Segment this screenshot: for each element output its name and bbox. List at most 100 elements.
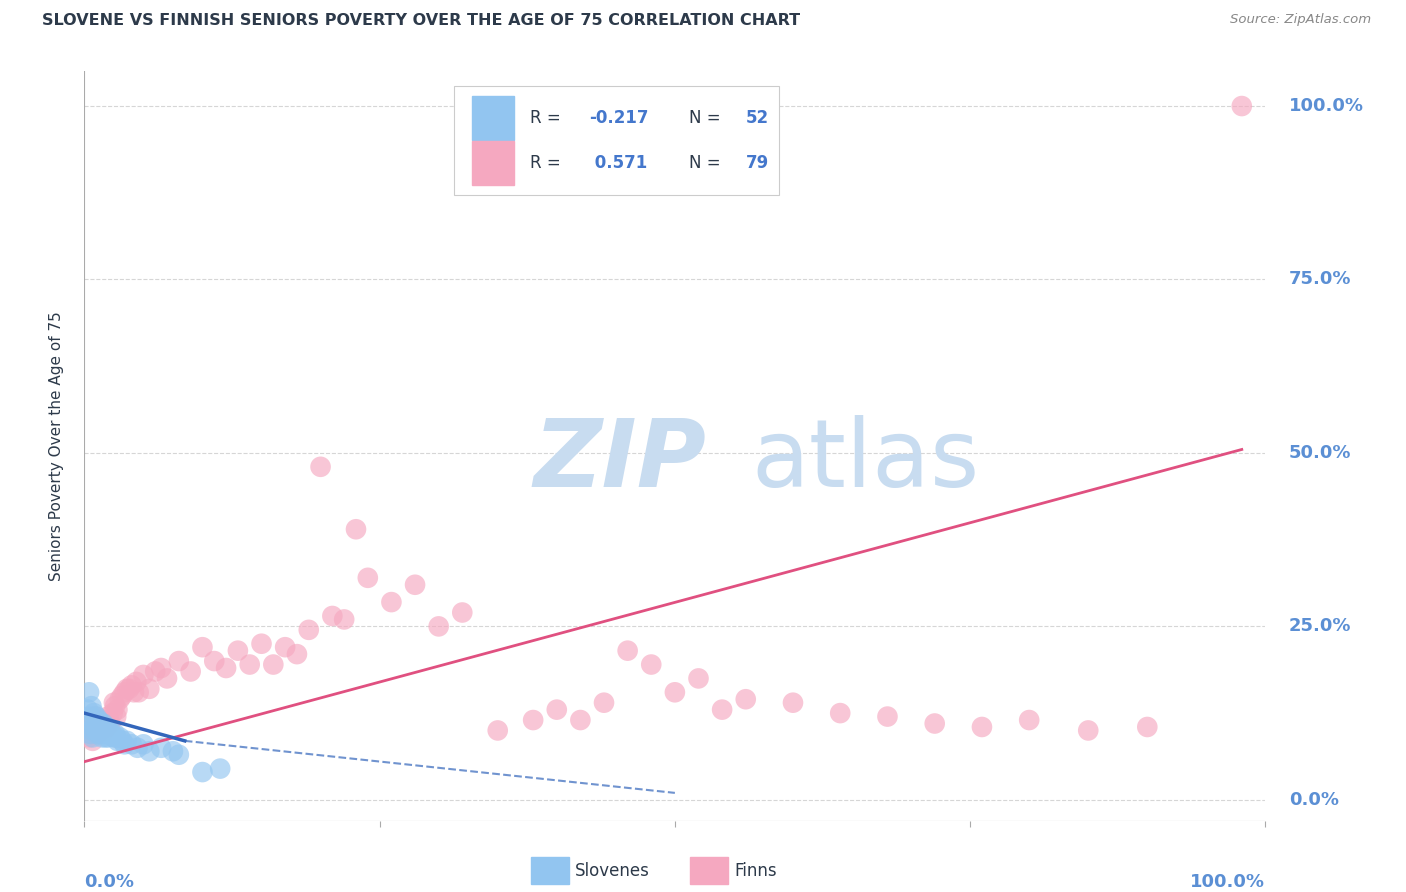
Point (84, 709, 107, 723)
Point (150, 661, 173, 675)
Point (96, 720, 118, 734)
Point (89, 723, 111, 738)
Text: -0.217: -0.217 (589, 109, 648, 128)
Point (97, 731, 120, 745)
Point (121, 737, 143, 751)
Point (77, 731, 100, 745)
Point (122, 685, 145, 699)
Point (274, 640, 297, 655)
Point (84, 709, 107, 723)
Point (298, 623, 321, 637)
Point (121, 678, 143, 692)
Point (82, 731, 104, 745)
Point (90, 727, 112, 741)
Point (98, 727, 121, 741)
Point (162, 744, 184, 758)
Point (97, 723, 120, 738)
Point (79, 723, 101, 738)
Point (98, 713, 121, 727)
Point (309, 459, 332, 474)
Point (108, 731, 131, 745)
Point (876, 709, 898, 723)
FancyBboxPatch shape (472, 96, 515, 140)
Point (96, 720, 118, 734)
Point (1230, 99, 1253, 113)
Point (96, 727, 118, 741)
Point (94, 716, 117, 731)
Point (734, 692, 756, 706)
Text: Slovenes: Slovenes (575, 862, 650, 880)
Point (103, 731, 125, 745)
Point (105, 731, 128, 745)
Point (91, 720, 114, 734)
Point (239, 657, 262, 672)
Point (664, 685, 686, 699)
Point (451, 606, 474, 620)
Point (82, 716, 104, 731)
Point (87, 713, 110, 727)
Text: atlas: atlas (752, 415, 980, 507)
Point (84, 713, 107, 727)
Point (90, 716, 112, 731)
Point (115, 681, 138, 696)
Point (427, 619, 450, 633)
Point (91, 716, 114, 731)
Point (98, 723, 121, 738)
Point (569, 713, 592, 727)
Point (138, 681, 160, 696)
Point (127, 740, 149, 755)
Point (83, 716, 105, 731)
Point (226, 643, 249, 657)
Point (1077, 723, 1099, 738)
Text: Source: ZipAtlas.com: Source: ZipAtlas.com (1230, 13, 1371, 27)
Point (108, 692, 131, 706)
Point (114, 737, 136, 751)
Point (640, 657, 662, 672)
Point (688, 672, 710, 686)
Point (98, 716, 121, 731)
Point (404, 578, 426, 592)
Point (143, 665, 166, 679)
Point (114, 685, 136, 699)
Point (150, 740, 173, 755)
Point (924, 716, 946, 731)
Point (89, 723, 111, 738)
Point (111, 734, 134, 748)
Point (250, 637, 273, 651)
Point (77, 685, 100, 699)
Point (522, 713, 544, 727)
Point (344, 522, 367, 536)
Text: 0.0%: 0.0% (1289, 791, 1339, 809)
Point (616, 643, 638, 657)
Point (138, 744, 160, 758)
Point (91, 720, 114, 734)
Point (209, 762, 232, 776)
Point (91, 731, 114, 745)
Point (91, 713, 114, 727)
Point (125, 674, 148, 689)
Point (107, 703, 129, 717)
Point (80, 727, 103, 741)
Point (83, 720, 105, 734)
Text: SLOVENE VS FINNISH SENIORS POVERTY OVER THE AGE OF 75 CORRELATION CHART: SLOVENE VS FINNISH SENIORS POVERTY OVER … (42, 13, 800, 29)
Point (380, 595, 402, 609)
Point (711, 703, 734, 717)
Point (782, 696, 804, 710)
Text: 75.0%: 75.0% (1289, 270, 1351, 288)
Point (84, 723, 107, 738)
FancyBboxPatch shape (454, 87, 779, 195)
Point (94, 731, 117, 745)
Point (486, 723, 509, 738)
Text: 0.571: 0.571 (589, 154, 647, 172)
FancyBboxPatch shape (531, 857, 568, 884)
Text: N =: N = (689, 109, 725, 128)
Point (77, 703, 100, 717)
Point (970, 720, 993, 734)
Point (97, 709, 120, 723)
Point (87, 720, 110, 734)
Point (191, 640, 214, 655)
Text: 52: 52 (745, 109, 769, 128)
Point (546, 703, 568, 717)
Point (93, 720, 115, 734)
Point (111, 689, 134, 703)
